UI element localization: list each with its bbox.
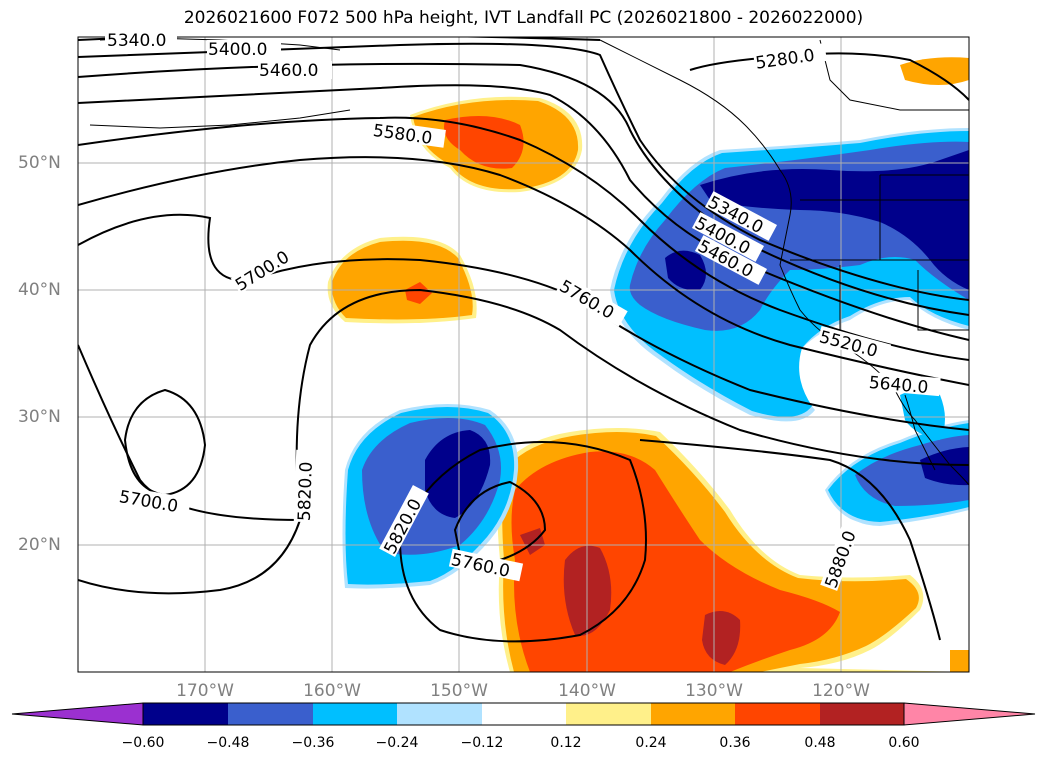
lon-label: 140°W — [558, 681, 616, 701]
lon-label: 160°W — [303, 681, 361, 701]
colorbar-tick-label: 0.24 — [635, 735, 667, 751]
lat-label: 20°N — [18, 535, 61, 555]
colorbar-segment — [651, 703, 735, 725]
colorbar-tick-label: −0.12 — [460, 735, 504, 751]
ivt-positive-north-core — [444, 116, 524, 169]
lon-label: 150°W — [430, 681, 488, 701]
ivt-positive-south-peak-2 — [702, 611, 741, 665]
contour-label: 5820.0 — [295, 461, 317, 521]
ivt-positive-corner-2 — [950, 650, 969, 672]
colorbar-tick-label: −0.60 — [121, 735, 165, 751]
contour-label: 5400.0 — [208, 40, 267, 60]
lon-label: 130°W — [685, 681, 743, 701]
lon-label: 170°W — [176, 681, 234, 701]
colorbar-tick-label: −0.24 — [375, 735, 419, 751]
colorbar-segment — [313, 703, 397, 725]
colorbar-segment — [820, 703, 904, 725]
contour-label: 5640.0 — [868, 373, 929, 398]
lat-label: 50°N — [18, 153, 61, 173]
contour-label: 5460.0 — [259, 61, 318, 81]
ivt-negative-coast-core-2 — [700, 150, 969, 290]
ivt-positive-corner — [900, 57, 969, 85]
lat-label: 40°N — [18, 280, 61, 300]
contour-label: 5700.0 — [117, 487, 179, 517]
contour-label: 5280.0 — [754, 46, 816, 74]
colorbar-segment — [735, 703, 820, 725]
colorbar-segment — [566, 703, 651, 725]
colorbar-extend-low — [11, 702, 144, 726]
ivt-positive-central-core — [405, 282, 432, 304]
colorbar-tick-label: 0.48 — [804, 735, 836, 751]
colorbar-tick-label: −0.48 — [206, 735, 250, 751]
colorbar-segment — [143, 703, 228, 725]
lat-label: 30°N — [18, 407, 61, 427]
contour-label: 5700.0 — [232, 247, 293, 295]
colorbar-tick-label: 0.12 — [550, 735, 582, 751]
ivt-negative-baja — [900, 390, 945, 440]
colorbar-tick-label: 0.36 — [719, 735, 751, 751]
ivt-positive-south-peak-3 — [520, 528, 545, 555]
lon-label: 120°W — [812, 681, 870, 701]
chart-title: 2026021600 F072 500 hPa height, IVT Land… — [183, 8, 864, 28]
ivt-negative-subtrop-core — [425, 430, 491, 518]
colorbar-extend-high — [903, 702, 1036, 726]
colorbar-tick-label: −0.36 — [291, 735, 335, 751]
colorbar-segment — [482, 703, 566, 725]
contour-label: 5340.0 — [107, 31, 166, 51]
colorbar-segment — [228, 703, 313, 725]
colorbar — [11, 702, 1036, 726]
contour-label: 5760.0 — [556, 277, 618, 324]
colorbar-tick-label: 0.60 — [888, 735, 920, 751]
ivt-negative-south-core — [920, 447, 969, 486]
ivt-negative-coast-core-1 — [665, 250, 706, 291]
grid-lines — [78, 37, 969, 672]
map-frame — [77, 36, 970, 673]
colorbar-segment — [397, 703, 482, 725]
coastlines — [89, 37, 969, 486]
